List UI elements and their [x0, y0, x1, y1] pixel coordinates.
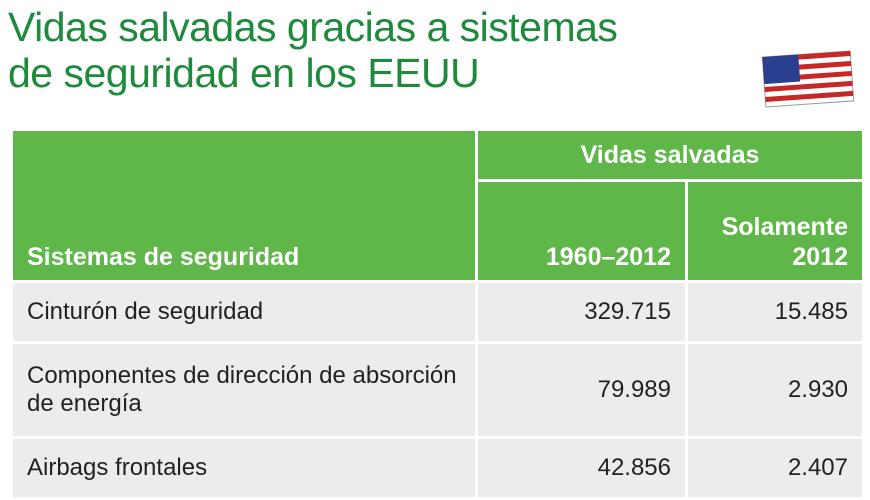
title: Vidas salvadas gracias a sistemas de seg… — [8, 4, 618, 96]
cell: 79.989 — [475, 341, 688, 439]
cell: 2.930 — [685, 341, 865, 439]
cell: 15.485 — [685, 280, 865, 344]
us-flag — [761, 50, 855, 108]
cell: 329.715 — [475, 280, 688, 344]
column-header: 1960–2012 — [475, 179, 688, 283]
row-label: Componentes de dirección de absorción de… — [10, 341, 478, 439]
row-label: Airbags frontales — [10, 436, 478, 500]
cell: 2.407 — [685, 436, 865, 500]
row-label: Cinturón de seguridad — [10, 280, 478, 344]
column-header: Solamente 2012 — [685, 179, 865, 283]
group-header: Vidas salvadas — [475, 128, 865, 182]
header-line: Solamente — [721, 213, 848, 241]
header-line: 2012 — [792, 243, 848, 271]
safety-table: Sistemas de seguridad Vidas salvadas 196… — [10, 128, 865, 500]
column-header: Sistemas de seguridad — [10, 128, 478, 283]
cell: 42.856 — [475, 436, 688, 500]
title-line: de seguridad en los EEUU — [8, 50, 480, 96]
title-line: Vidas salvadas gracias a sistemas — [8, 4, 618, 50]
